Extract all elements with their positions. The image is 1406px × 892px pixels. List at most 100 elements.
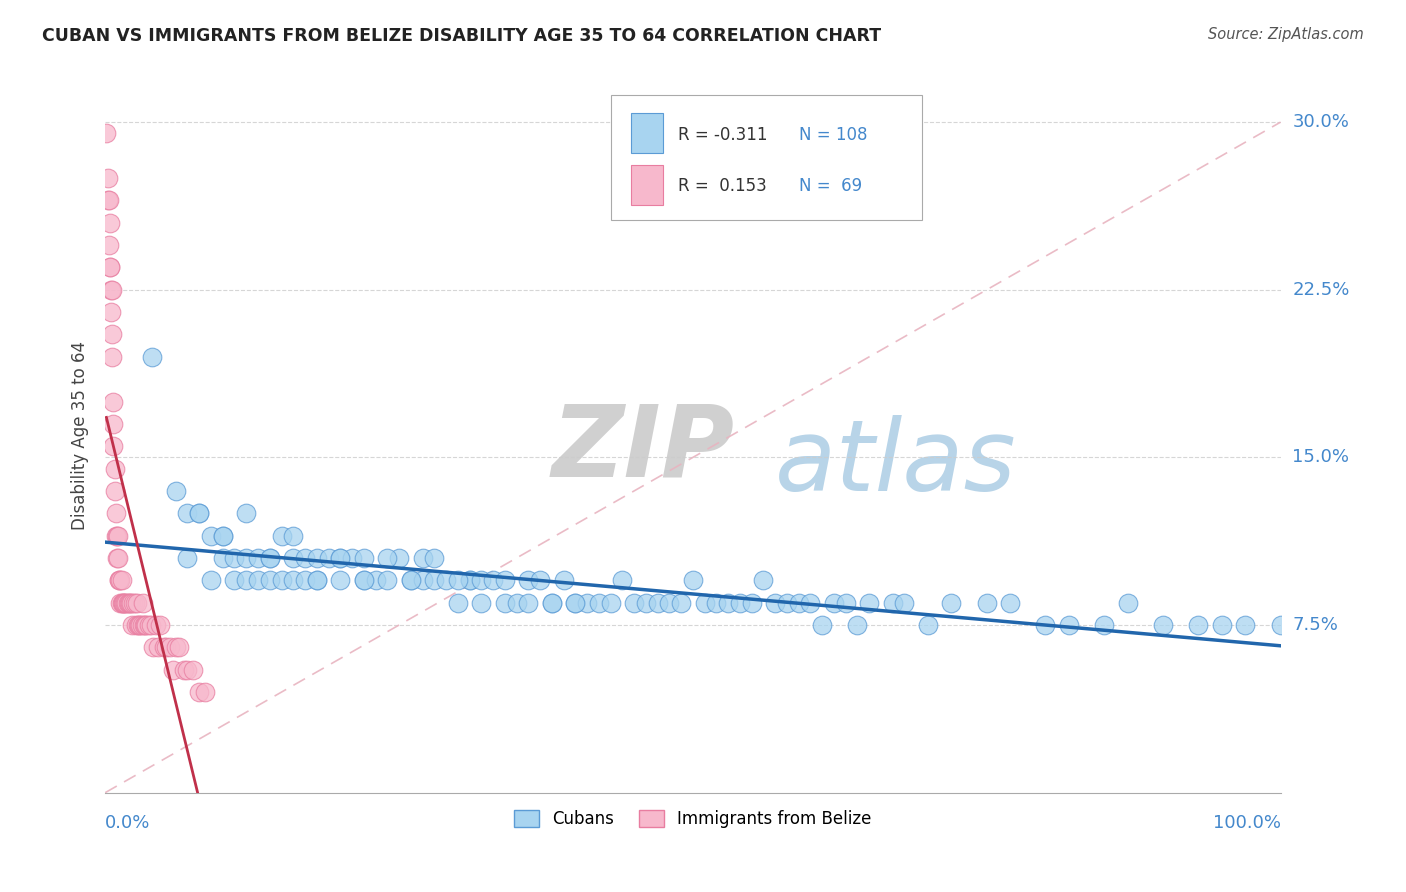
Text: 15.0%: 15.0% <box>1292 449 1350 467</box>
Point <box>564 596 586 610</box>
Point <box>599 596 621 610</box>
Point <box>247 551 270 566</box>
Point <box>100 305 122 319</box>
Point <box>211 528 233 542</box>
Point <box>149 618 172 632</box>
Point <box>121 618 143 632</box>
Point <box>120 596 142 610</box>
Point <box>125 618 148 632</box>
Text: R =  0.153: R = 0.153 <box>678 178 766 195</box>
Point <box>1000 596 1022 610</box>
Point <box>294 574 316 588</box>
Point <box>270 528 292 542</box>
Point <box>122 596 145 610</box>
Point <box>564 596 586 610</box>
Point <box>200 528 222 542</box>
Point <box>128 618 150 632</box>
Point <box>470 574 492 588</box>
Point <box>259 551 281 566</box>
Point <box>101 327 124 342</box>
Point <box>294 551 316 566</box>
Point <box>98 216 121 230</box>
Point <box>142 640 165 655</box>
Point <box>787 596 810 610</box>
Point <box>111 596 134 610</box>
Point <box>146 640 169 655</box>
Point <box>105 551 128 566</box>
Point <box>412 574 434 588</box>
Point <box>634 596 657 610</box>
Point <box>1035 618 1057 632</box>
Point <box>131 618 153 632</box>
Point <box>858 596 880 610</box>
Point <box>247 574 270 588</box>
Point <box>183 663 205 677</box>
Point <box>412 551 434 566</box>
Point <box>447 574 470 588</box>
Point <box>224 551 246 566</box>
Point <box>155 640 177 655</box>
Point <box>114 596 136 610</box>
Point <box>540 596 562 610</box>
Point <box>132 618 155 632</box>
Point <box>104 506 127 520</box>
Legend: Cubans, Immigrants from Belize: Cubans, Immigrants from Belize <box>508 803 879 834</box>
Point <box>101 350 124 364</box>
Point <box>588 596 610 610</box>
Point <box>612 574 634 588</box>
Point <box>188 685 211 699</box>
Bar <box>630 165 664 205</box>
Point <box>112 596 135 610</box>
Point <box>329 574 352 588</box>
Point <box>576 596 599 610</box>
Point <box>682 574 704 588</box>
Point <box>375 574 398 588</box>
Point <box>434 574 457 588</box>
Point <box>540 596 562 610</box>
Point <box>763 596 786 610</box>
Point <box>882 596 904 610</box>
Point <box>283 551 305 566</box>
Point <box>423 551 446 566</box>
Point <box>1152 618 1174 632</box>
Point <box>104 483 127 498</box>
Point <box>706 596 728 610</box>
Point <box>107 551 129 566</box>
Point <box>141 350 163 364</box>
Point <box>115 596 138 610</box>
Point <box>399 574 422 588</box>
Point <box>717 596 740 610</box>
Point <box>138 618 160 632</box>
Point <box>103 394 125 409</box>
Point <box>305 574 328 588</box>
Point <box>1187 618 1209 632</box>
Point <box>693 596 716 610</box>
Point <box>134 618 156 632</box>
Point <box>823 596 845 610</box>
Point <box>124 596 146 610</box>
Point <box>447 596 470 610</box>
Point <box>100 283 122 297</box>
Point <box>97 194 120 208</box>
Point <box>494 596 516 610</box>
FancyBboxPatch shape <box>610 95 922 220</box>
Point <box>110 596 132 610</box>
Point <box>941 596 963 610</box>
Point <box>799 596 821 610</box>
Point <box>505 596 527 610</box>
Point <box>188 506 211 520</box>
Point <box>97 171 120 186</box>
Point <box>108 574 131 588</box>
Text: N =  69: N = 69 <box>799 178 862 195</box>
Point <box>669 596 692 610</box>
Point <box>118 596 141 610</box>
Text: 100.0%: 100.0% <box>1212 814 1281 832</box>
Point <box>235 574 257 588</box>
Point <box>353 574 375 588</box>
Point <box>176 551 198 566</box>
Point <box>118 596 141 610</box>
Point <box>1234 618 1257 632</box>
Text: CUBAN VS IMMIGRANTS FROM BELIZE DISABILITY AGE 35 TO 64 CORRELATION CHART: CUBAN VS IMMIGRANTS FROM BELIZE DISABILI… <box>42 27 882 45</box>
Point <box>97 238 120 252</box>
Point <box>917 618 939 632</box>
